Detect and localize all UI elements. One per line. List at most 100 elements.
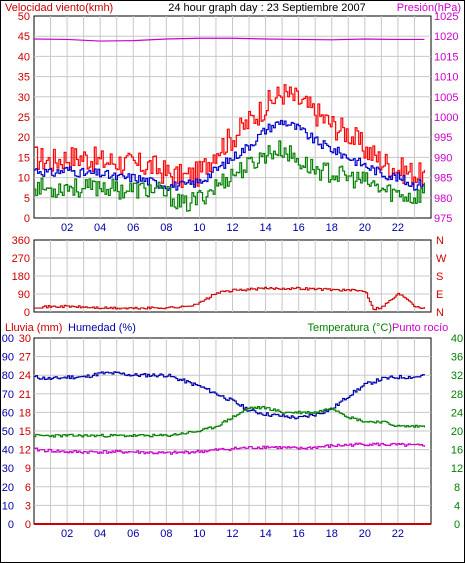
wind-x-tick-label: 20 (359, 222, 371, 234)
direction-y-tick-label: 180 (12, 271, 30, 283)
pressure-y-tick-label: 980 (434, 193, 452, 205)
rain-axis-label: Lluvia (mm) (5, 322, 62, 334)
humidity-y-tick-label: 100 (0, 333, 14, 345)
direction-y-tick-label: 270 (12, 253, 30, 265)
wind-y-tick-label: 35 (18, 72, 30, 84)
rain-y-tick-label: 3 (25, 500, 31, 512)
rain-y-tick-label: 27 (19, 352, 31, 364)
temperature-axis-label: Temperatura (°C) (308, 322, 392, 334)
temperature-y-tick-label: 4 (454, 500, 460, 512)
humidity-y-tick-label: 80 (2, 370, 14, 382)
wind-y-tick-label: 45 (18, 31, 30, 43)
direction-compass-label: W (436, 253, 447, 265)
humidity-y-tick-label: 0 (8, 519, 14, 531)
temperature-y-tick-label: 12 (451, 463, 463, 475)
humidity-y-tick-label: 60 (2, 407, 14, 419)
series-dewpoint-line (34, 442, 425, 455)
rain-y-tick-label: 30 (19, 333, 31, 345)
series-direction-line (34, 286, 425, 311)
series-pressure-line (33, 37, 425, 42)
temperature-y-tick-label: 8 (454, 482, 460, 494)
series-avg-line (34, 140, 425, 212)
climate-x-tick-label: 08 (160, 528, 172, 540)
header-left-label: Velocidad viento(kmh) (5, 2, 113, 14)
wind-y-tick-label: 0 (24, 213, 30, 225)
humidity-y-tick-label: 10 (2, 500, 14, 512)
pressure-y-tick-label: 1010 (434, 72, 458, 84)
wind-y-tick-label: 5 (24, 193, 30, 205)
wind-y-tick-label: 15 (18, 152, 30, 164)
climate-x-tick-label: 10 (193, 528, 205, 540)
wind-x-tick-label: 06 (127, 222, 139, 234)
pressure-y-tick-label: 1005 (434, 92, 458, 104)
climate-x-tick-label: 16 (293, 528, 305, 540)
rain-y-tick-label: 12 (19, 445, 31, 457)
series-speed-line (34, 119, 425, 191)
rain-y-tick-label: 24 (19, 370, 31, 382)
direction-y-tick-label: 0 (24, 307, 30, 319)
wind-y-tick-label: 10 (18, 173, 30, 185)
humidity-y-tick-label: 50 (2, 426, 14, 438)
climate-x-tick-label: 22 (392, 528, 404, 540)
temperature-y-tick-label: 16 (451, 445, 463, 457)
wind-y-tick-label: 50 (18, 11, 30, 23)
climate-x-tick-label: 06 (127, 528, 139, 540)
humidity-y-tick-label: 20 (2, 482, 14, 494)
wind-y-tick-label: 40 (18, 51, 30, 63)
rain-y-tick-label: 6 (25, 482, 31, 494)
wind-x-tick-label: 04 (94, 222, 106, 234)
header-right-label: Presión(hPa) (397, 2, 461, 14)
wind-x-tick-label: 02 (61, 222, 73, 234)
temperature-y-tick-label: 28 (451, 389, 463, 401)
temperature-y-tick-label: 36 (451, 352, 463, 364)
pressure-y-tick-label: 1025 (434, 11, 458, 23)
direction-compass-label: N (436, 235, 444, 247)
wind-x-tick-label: 14 (259, 222, 271, 234)
temperature-y-tick-label: 0 (454, 519, 460, 531)
humidity-y-tick-label: 70 (2, 389, 14, 401)
pressure-y-tick-label: 1015 (434, 51, 458, 63)
direction-compass-label: N (436, 307, 444, 319)
dewpoint-axis-label: Punto rocío (392, 322, 448, 334)
humidity-y-tick-label: 40 (2, 445, 14, 457)
pressure-y-tick-label: 975 (434, 213, 452, 225)
humidity-axis-label: Humedad (%) (68, 322, 136, 334)
rain-y-tick-label: 0 (25, 519, 31, 531)
pressure-y-tick-label: 985 (434, 173, 452, 185)
direction-y-tick-label: 360 (12, 235, 30, 247)
wind-x-tick-label: 18 (326, 222, 338, 234)
wind-x-tick-label: 12 (226, 222, 238, 234)
climate-x-tick-label: 12 (226, 528, 238, 540)
wind-x-tick-label: 22 (392, 222, 404, 234)
humidity-y-tick-label: 30 (2, 463, 14, 475)
pressure-y-tick-label: 995 (434, 132, 452, 144)
pressure-y-tick-label: 1000 (434, 112, 458, 124)
climate-x-tick-label: 02 (61, 528, 73, 540)
wind-x-tick-label: 10 (193, 222, 205, 234)
temperature-y-tick-label: 40 (451, 333, 463, 345)
climate-x-tick-label: 04 (94, 528, 106, 540)
pressure-y-tick-label: 990 (434, 152, 452, 164)
rain-y-tick-label: 21 (19, 389, 31, 401)
humidity-y-tick-label: 90 (2, 352, 14, 364)
wind-pressure-panel: 02 04 06 08 10 12 14 16 18 20 22051015202530354045… (18, 11, 459, 234)
climate-x-tick-label: 18 (326, 528, 338, 540)
rain-y-tick-label: 9 (25, 463, 31, 475)
header-title: 24 hour graph day : 23 Septiembre 2007 (168, 2, 366, 14)
direction-y-tick-label: 90 (18, 289, 30, 301)
pressure-y-tick-label: 1020 (434, 31, 458, 43)
climate-x-tick-label: 20 (359, 528, 371, 540)
climate-x-tick-label: 14 (259, 528, 271, 540)
wind-y-tick-label: 25 (18, 112, 30, 124)
temperature-y-tick-label: 32 (451, 370, 463, 382)
temperature-y-tick-label: 24 (451, 407, 463, 419)
series-humidity-line (34, 371, 425, 420)
direction-compass-label: S (436, 271, 443, 283)
wind-y-tick-label: 30 (18, 92, 30, 104)
rain-y-tick-label: 15 (19, 426, 31, 438)
series-gust-line (34, 84, 425, 189)
direction-compass-label: E (436, 289, 443, 301)
rain-humidity-temperature-panel: 02 04 06 08 10 12 14 16 18 20 22010203040506070809… (0, 333, 463, 540)
